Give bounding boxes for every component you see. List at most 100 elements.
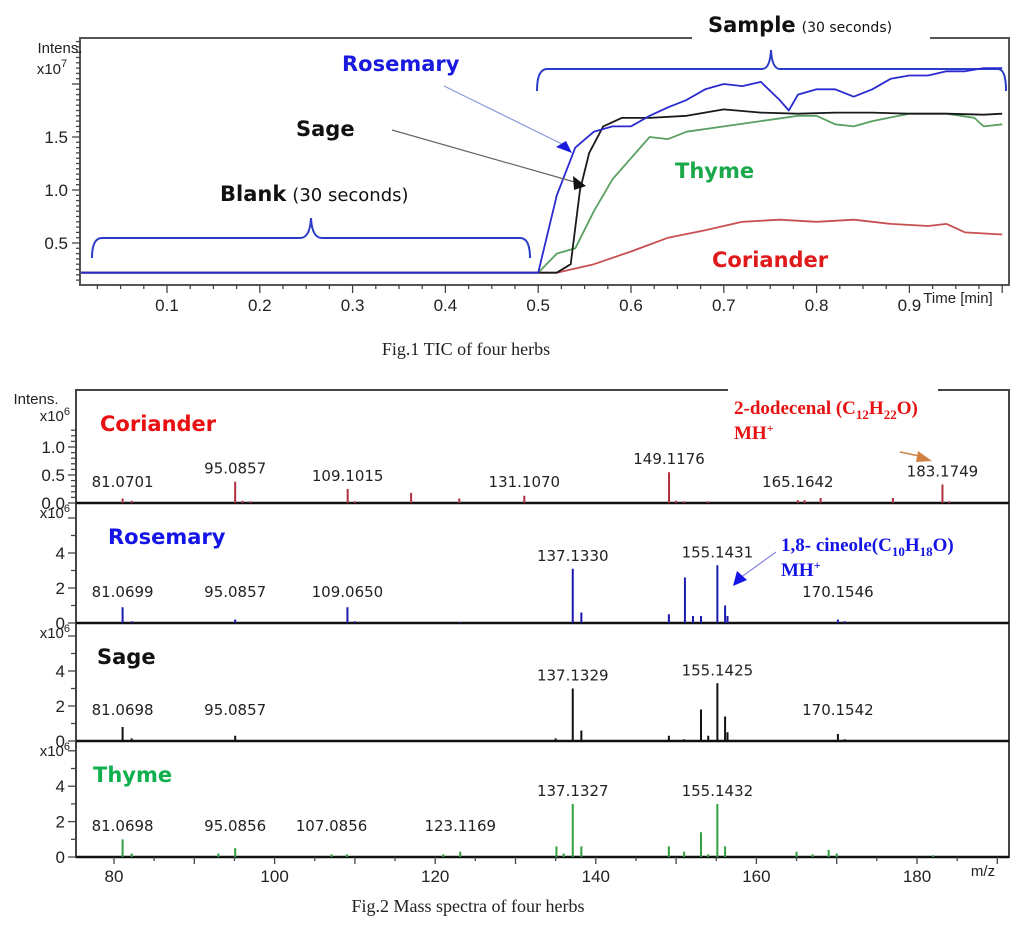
tic-x-tick-label: 0.6 xyxy=(619,296,643,315)
tic-line-rosemary xyxy=(81,67,1003,274)
ms-peak-label: 107.0856 xyxy=(296,817,368,835)
ms-y-tick-label: 0 xyxy=(56,614,65,633)
tic-x-tick-label: 0.7 xyxy=(712,296,736,315)
tic-xlabel: Time [min] xyxy=(923,290,992,307)
ms-peak-label: 95.0857 xyxy=(204,583,266,601)
ms-herb-label-thyme: Thyme xyxy=(93,763,172,787)
ms-peak-label: 95.0856 xyxy=(204,817,266,835)
ms-peak-label: 109.1015 xyxy=(312,467,384,485)
ms-peak-label: 155.1425 xyxy=(682,661,754,679)
rosemary-callout-line xyxy=(443,85,567,147)
tic-chart: 0.5 1.0 1.5 0.1 0.2 0.3 0.4 0.5 0.6 0.7 0.8 0.9 In… xyxy=(37,13,1010,359)
tic-ylabel: Intens. xyxy=(37,40,82,57)
ms-panel-rosemary: 0 2 4 x106 81.0699 95.0857 109.0650 137.1330 155… xyxy=(40,503,1009,633)
tic-line-sage xyxy=(81,108,1003,274)
ms-y-tick-label: 2 xyxy=(56,813,65,832)
tic-y-ticks: 0.5 1.0 1.5 xyxy=(44,40,80,281)
sample-label: Sample (30 seconds) xyxy=(708,13,892,37)
ms-herb-label-coriander: Coriander xyxy=(100,412,217,436)
ms-x-tick-label: 160 xyxy=(742,867,770,886)
tic-x-ticks: 0.1 0.2 0.3 0.4 0.5 0.6 0.7 0.8 0.9 xyxy=(96,285,1003,315)
fig1-caption: Fig.1 TIC of four herbs xyxy=(382,339,550,359)
ms-x-tick-label: 120 xyxy=(421,867,449,886)
rosemary-ion-annotation: MH+ xyxy=(781,558,821,581)
tic-series xyxy=(81,67,1003,274)
ms-ylabel: Intens. xyxy=(13,391,58,408)
sample-label-bg xyxy=(692,28,930,48)
ms-xlabel: m/z xyxy=(971,863,995,880)
ms-peak-label: 95.0857 xyxy=(204,460,266,478)
tic-y-tick-label: 0.5 xyxy=(44,234,68,253)
tic-y-tick-label: 1.0 xyxy=(44,181,68,200)
ms-y-tick-label: 4 xyxy=(56,662,65,681)
ms-herb-label-rosemary: Rosemary xyxy=(108,525,226,549)
tic-x-tick-label: 0.9 xyxy=(898,296,922,315)
ms-peak-label: 81.0701 xyxy=(92,473,154,491)
blank-label: Blank (30 seconds) xyxy=(220,182,409,206)
ms-y-tick-label: 0.0 xyxy=(41,494,65,513)
ms-y-tick-label: 1.0 xyxy=(41,438,65,457)
ms-peak-label: 183.1749 xyxy=(907,463,979,481)
ms-peak-label: 123.1169 xyxy=(424,817,496,835)
blank-bracket xyxy=(91,217,531,259)
ms-x-tick-label: 180 xyxy=(903,867,931,886)
ms-peak-label: 81.0698 xyxy=(92,701,154,719)
ms-peak-label: 155.1432 xyxy=(682,782,754,800)
ms-y-multiplier: x106 xyxy=(40,741,70,760)
ms-panel-sage: 0 2 4 x106 81.0698 95.0857 137.1329 155.1425 170… xyxy=(40,623,1009,751)
ms-peak-label: 165.1642 xyxy=(762,473,834,491)
tic-plot-frame xyxy=(79,37,1010,286)
sample-bracket xyxy=(536,49,1007,92)
ms-peak-label: 95.0857 xyxy=(204,701,266,719)
tic-y-tick-label: 1.5 xyxy=(44,128,68,147)
coriander-arrow-icon xyxy=(916,451,932,462)
tic-x-tick-label: 0.4 xyxy=(434,296,458,315)
ms-y-tick-label: 2 xyxy=(56,579,65,598)
tic-line-coriander xyxy=(81,218,1003,274)
tic-legend-rosemary: Rosemary xyxy=(342,52,460,76)
ms-peak-label: 81.0699 xyxy=(92,583,154,601)
tic-x-tick-label: 0.5 xyxy=(526,296,550,315)
coriander-annotation-bg xyxy=(728,380,938,400)
ms-peak-label: 137.1329 xyxy=(537,667,609,685)
ms-y-tick-label: 2 xyxy=(56,697,65,716)
ms-peak-label: 137.1330 xyxy=(537,547,609,565)
ms-y-tick-label: 4 xyxy=(56,777,65,796)
sage-arrow-icon xyxy=(573,176,586,190)
ms-peak-label: 149.1176 xyxy=(633,450,705,468)
coriander-compound-annotation: 2-dodecenal (C12H22O) xyxy=(734,398,918,422)
coriander-ion-annotation: MH+ xyxy=(734,421,774,444)
rosemary-ms-callout-line xyxy=(739,551,777,579)
ms-y-multiplier: x106 xyxy=(40,503,70,522)
ms-peak-label: 131.1070 xyxy=(489,473,561,491)
tic-x-tick-label: 0.1 xyxy=(155,296,179,315)
sage-callout-line xyxy=(391,129,579,184)
ms-x-tick-label: 80 xyxy=(105,867,124,886)
ms-panels: 0.0 0.5 1.0 x106 81.0701 95.0857 109.1015 131.1… xyxy=(40,406,1009,867)
ms-y-multiplier: x106 xyxy=(40,623,70,642)
ms-peak-label: 109.0650 xyxy=(312,583,384,601)
ms-herb-label-sage: Sage xyxy=(97,645,156,669)
ms-y-multiplier: x106 xyxy=(40,406,70,425)
tic-x-tick-label: 0.2 xyxy=(248,296,272,315)
tic-legend-sage: Sage xyxy=(296,117,355,141)
fig2-caption: Fig.2 Mass spectra of four herbs xyxy=(352,896,585,916)
ms-peak-label: 170.1542 xyxy=(802,701,874,719)
tic-y-multiplier: x107 xyxy=(37,58,67,78)
tic-legend-thyme: Thyme xyxy=(675,159,754,183)
ms-x-ticks: 80 100 120 140 160 180 xyxy=(105,857,998,886)
ms-peak-label: 137.1327 xyxy=(537,782,609,800)
ms-x-tick-label: 140 xyxy=(582,867,610,886)
rosemary-compound-annotation: 1,8- cineole(C10H18O) xyxy=(781,535,954,559)
rosemary-arrow-icon xyxy=(556,141,572,153)
ms-y-tick-label: 0 xyxy=(56,732,65,751)
ms-peak-label: 81.0698 xyxy=(92,817,154,835)
mass-spectra-chart: 0.0 0.5 1.0 x106 81.0701 95.0857 109.1015 131.1… xyxy=(13,380,1010,916)
ms-x-tick-label: 100 xyxy=(260,867,288,886)
ms-y-tick-label: 0.5 xyxy=(41,466,65,485)
ms-y-tick-label: 4 xyxy=(56,544,65,563)
ms-y-tick-label: 0 xyxy=(56,848,65,867)
ms-peak-label: 170.1546 xyxy=(802,583,874,601)
ms-panel-coriander: 0.0 0.5 1.0 x106 81.0701 95.0857 109.1015 131.1… xyxy=(40,406,1009,513)
